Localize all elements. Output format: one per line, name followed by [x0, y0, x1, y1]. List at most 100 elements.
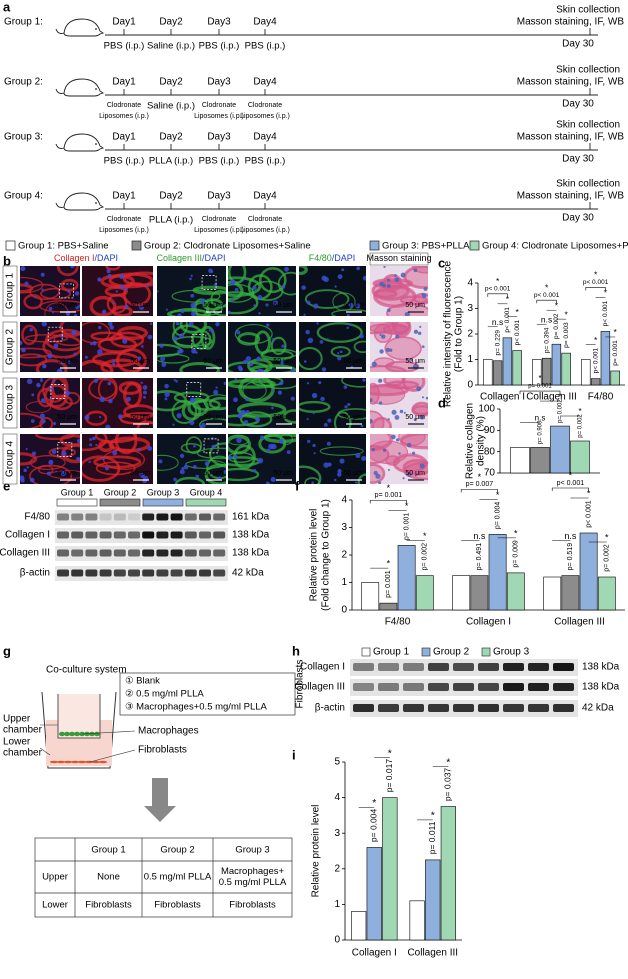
nucleus [142, 385, 148, 390]
nucleus [172, 423, 175, 426]
bar [351, 911, 367, 941]
table-cell: Fibroblasts [229, 900, 276, 911]
nucleus [339, 350, 343, 354]
nucleus [124, 304, 129, 309]
tissue-fiber [258, 267, 287, 294]
nucleus [112, 450, 118, 456]
nucleus [387, 468, 390, 471]
bar [561, 352, 571, 386]
x-tick-label: Collagen I [466, 617, 511, 628]
blot-band [170, 549, 183, 557]
tissue-fiber [21, 324, 38, 346]
tissue-fiber [258, 434, 287, 454]
blot-band [478, 663, 499, 671]
micrograph: 50 μm [157, 434, 226, 484]
nucleus [307, 337, 314, 344]
nucleus [176, 413, 182, 419]
p-value: p= 0.002 [422, 543, 429, 571]
nucleus [31, 393, 35, 397]
nucleus [210, 270, 214, 273]
tissue-fiber [370, 440, 409, 464]
y-tick-label: 4 [341, 495, 347, 506]
nucleus [400, 272, 406, 278]
blot-band [184, 549, 197, 557]
bar [530, 447, 550, 474]
nucleus [179, 333, 184, 339]
nucleus [273, 300, 279, 306]
bracket [551, 487, 589, 491]
mouse-icon [55, 133, 105, 152]
nucleus [387, 308, 391, 312]
tissue-fiber [411, 404, 428, 416]
y-axis-label: (Fold change to Group 1) [321, 499, 332, 611]
scale-bar-label: 50 μm [405, 470, 425, 477]
day-label: Day3 [207, 132, 231, 143]
end-day: Day 30 [562, 39, 594, 50]
bar [551, 343, 562, 386]
significance: n.s [535, 414, 546, 423]
legend-label: Group 4: Clodronate Liposomes+PLLA [482, 241, 628, 252]
nucleus [25, 447, 28, 451]
nucleus [60, 361, 64, 365]
nucleus [321, 367, 327, 372]
micrograph: 50 μm [20, 434, 80, 484]
bar [502, 337, 513, 386]
table-cell: Fibroblasts [154, 900, 201, 911]
nucleus [89, 438, 93, 441]
nucleus [191, 348, 197, 354]
legend-swatch [421, 647, 431, 657]
bar [440, 806, 456, 941]
blot-band [85, 569, 98, 577]
tissue-fiber [93, 455, 142, 469]
nucleus [306, 418, 309, 421]
protein-label: Collagen I [5, 530, 50, 541]
nucleus [190, 293, 195, 298]
micrograph: 50 μm [299, 322, 366, 372]
tissue-fiber [100, 358, 143, 372]
mouse-eye [95, 143, 97, 145]
micrograph: 50 μm [370, 434, 428, 484]
p-value: p= 0.394 [543, 327, 550, 353]
nucleus [337, 472, 342, 477]
nucleus [26, 378, 33, 385]
nucleus [89, 443, 93, 447]
tissue-fiber [105, 266, 121, 271]
nucleus [147, 334, 153, 340]
significance: * [496, 490, 500, 500]
coculture-option: ① Blank [125, 676, 160, 687]
nucleus [348, 302, 354, 308]
tissue-fiber [82, 434, 108, 452]
nucleus [277, 390, 283, 395]
fibroblast-cell [99, 760, 107, 764]
nucleus [29, 477, 35, 483]
legend-swatch [131, 240, 142, 251]
significance: * [405, 501, 409, 511]
bar [550, 425, 570, 474]
tissue-fiber [44, 328, 80, 352]
tissue-fiber [53, 332, 80, 347]
micrograph: 50 μm [228, 266, 296, 316]
nucleus [319, 340, 324, 344]
blot-band [184, 513, 197, 521]
nucleus [41, 288, 44, 291]
nucleus [234, 378, 237, 381]
nucleus [394, 277, 400, 283]
micrograph: 50 μm [20, 266, 80, 316]
tissue-fiber [122, 271, 153, 287]
nucleus [420, 415, 425, 420]
nucleus [160, 356, 166, 362]
blot-band [453, 704, 474, 712]
nucleus [109, 325, 115, 330]
nucleus [99, 396, 106, 403]
nucleus [243, 359, 248, 364]
nucleus [258, 369, 265, 372]
nucleus [143, 395, 146, 399]
y-tick-label: 5 [334, 757, 340, 768]
column-header-part: /DAPI [95, 253, 119, 263]
nucleus [42, 363, 47, 369]
nucleus [252, 468, 257, 473]
nucleus [343, 385, 348, 389]
tissue-fiber [228, 276, 262, 298]
treatment: Clodronate [202, 102, 236, 109]
nucleus [355, 453, 361, 459]
